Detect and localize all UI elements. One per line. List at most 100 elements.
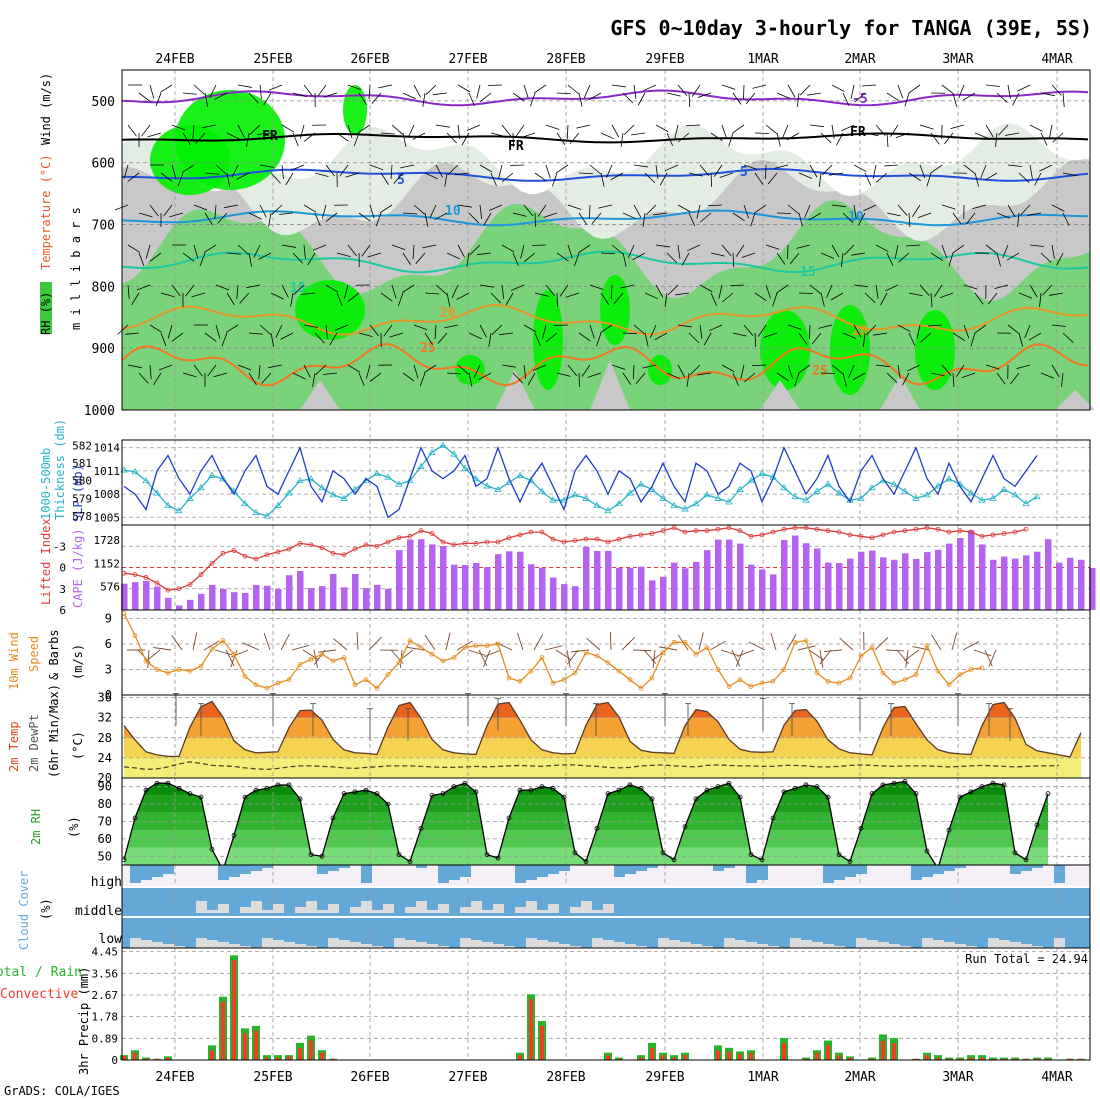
lifted-index-line-point: [352, 546, 358, 552]
precip-label-a: Total / Rain: [0, 965, 82, 980]
cape-tick-label: 1152: [94, 557, 121, 570]
wind-barb: [138, 372, 149, 384]
wind-barb: [732, 124, 745, 134]
wind-barb: [794, 372, 800, 387]
wind-barb: [600, 132, 614, 140]
precip-conv-bar: [958, 1058, 962, 1060]
wind-barb: [1051, 324, 1066, 327]
wind-barb: [204, 212, 213, 226]
wind-barb: [842, 92, 850, 106]
wind-barb: [655, 164, 659, 179]
cloud-high-bar: [636, 865, 647, 871]
wind-barb: [248, 252, 253, 267]
wind-barb: [776, 132, 781, 147]
wind-barb: [303, 364, 311, 378]
wind-speed-line-point: [858, 653, 864, 659]
wind-barb: [171, 124, 186, 131]
wind-barb: [908, 332, 916, 346]
cloud-low-bar: [262, 938, 273, 948]
wind-barb: [281, 124, 295, 133]
precip-conv-bar: [309, 1040, 313, 1060]
cloud-low-bar: [526, 938, 537, 948]
wind-barb: [501, 284, 505, 299]
slp-label-a: 1000-500mb: [39, 448, 53, 520]
wind-barb-10m: [424, 634, 436, 651]
precip-conv-bar: [518, 1055, 522, 1060]
wind-barb: [841, 124, 855, 132]
wind-barb: [1027, 212, 1042, 216]
wind-barb: [776, 372, 789, 382]
precip-conv-bar: [650, 1047, 654, 1060]
wind-barb: [1007, 84, 1011, 99]
contour-label: 25: [420, 341, 436, 356]
cape-bar: [286, 575, 293, 610]
wind-barb: [138, 252, 145, 267]
wind-barb: [750, 212, 756, 227]
wind-barb: [664, 292, 668, 307]
wind-barb-10m: [566, 649, 579, 665]
wind-barb: [919, 284, 930, 296]
contour-25: [121, 342, 1089, 387]
wind-barb: [407, 124, 415, 138]
wind-barb: [347, 124, 353, 139]
wind-barb: [345, 172, 360, 178]
wind-barb-10m: [230, 649, 238, 668]
cloud-high-bar: [240, 865, 251, 874]
wind-barb: [347, 292, 360, 302]
wind-barb-10m: [517, 632, 524, 651]
wind-barb: [527, 372, 536, 386]
wind-barb: [876, 172, 888, 183]
rh-line-point: [176, 786, 182, 791]
cape-bar: [561, 584, 568, 610]
thickness-line-point: [406, 476, 414, 484]
cape-bar: [242, 593, 249, 610]
temp-tick-label: 36: [98, 691, 112, 705]
wind-barb: [1028, 332, 1042, 341]
wind-barb: [1051, 84, 1062, 96]
wind-barb: [1062, 212, 1070, 226]
wind-barb: [257, 132, 272, 135]
wind-barb: [589, 284, 604, 290]
wind-barb: [1017, 84, 1031, 92]
cape-bar: [506, 551, 513, 610]
precip-conv-bar: [870, 1058, 874, 1060]
contour-label: 5: [740, 165, 748, 180]
wind-barb: [402, 92, 416, 100]
wind-barb: [281, 164, 284, 179]
contour-label: 15: [800, 265, 816, 280]
wind-barb: [1062, 332, 1074, 343]
thickness-line-point: [1033, 492, 1041, 500]
wind-barb: [446, 372, 461, 375]
rh-moist-area: [915, 310, 955, 390]
cloud-high-bar: [746, 865, 757, 883]
wind-barb-10m: [533, 634, 544, 651]
wind-barb: [589, 324, 595, 339]
precip-conv-bar: [221, 1001, 225, 1060]
wind-barb: [215, 284, 230, 291]
wind-barb: [1039, 292, 1042, 307]
cape-bar: [330, 573, 337, 610]
wind-barb-10m: [332, 638, 348, 651]
wind-barb: [136, 284, 151, 291]
pressure-tick-label: 500: [92, 95, 115, 110]
wind-barb: [248, 372, 257, 386]
wind-barb: [1062, 92, 1065, 107]
wind-barb: [455, 172, 470, 176]
wind-barb-10m: [566, 649, 571, 668]
wind-barb: [980, 164, 987, 179]
wind-barb: [182, 92, 197, 95]
cloud-high-bar: [328, 865, 339, 871]
wind-barb: [367, 252, 382, 258]
wind-barb: [798, 172, 813, 179]
wind-barb: [567, 204, 582, 210]
cloud-low-bar: [724, 938, 735, 948]
wind-barb-10m: [225, 649, 235, 667]
wind-barb: [147, 132, 162, 138]
wind-speed-line-point: [605, 660, 611, 666]
wind-barb: [902, 372, 910, 386]
wind-speed-line-point: [132, 633, 138, 638]
thickness-line-point: [186, 494, 194, 501]
cloud-low-bar: [295, 944, 306, 948]
cape-bar: [572, 586, 579, 610]
cape-bar: [1056, 562, 1063, 610]
